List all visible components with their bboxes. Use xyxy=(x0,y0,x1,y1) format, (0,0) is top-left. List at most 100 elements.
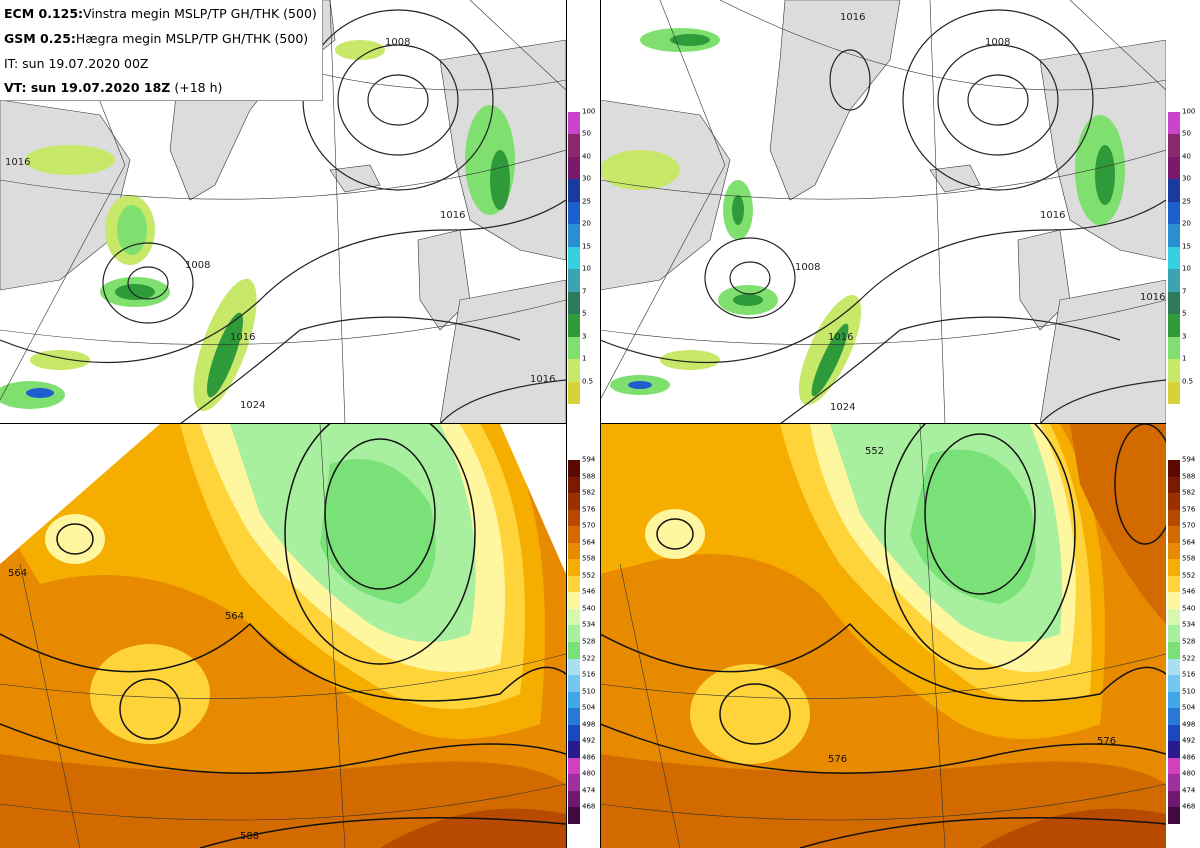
isobar-label: 1016 xyxy=(1140,292,1165,303)
colorbar-swatch xyxy=(568,741,580,759)
panel-divider xyxy=(0,423,566,424)
panel-divider xyxy=(600,0,601,848)
colorbar-label: 30 xyxy=(1182,174,1191,183)
colorbar-label: 570 xyxy=(1182,521,1196,530)
valid-time: VT: sun 19.07.2020 18Z xyxy=(4,80,171,95)
colorbar-swatch xyxy=(1168,509,1180,527)
colorbar-swatch xyxy=(1168,542,1180,560)
isobar-label: 1008 xyxy=(985,37,1010,48)
colorbar-swatch xyxy=(568,224,580,248)
colorbar-label: 534 xyxy=(1182,620,1196,629)
colorbar-swatch xyxy=(568,675,580,693)
colorbar-label: 504 xyxy=(582,703,596,712)
isobar-label: 1024 xyxy=(830,402,855,413)
colorbar-label: 10 xyxy=(1182,264,1191,273)
colorbar-swatch xyxy=(568,592,580,610)
colorbar-label: 576 xyxy=(582,505,596,514)
isobar-label: 1016 xyxy=(440,210,465,221)
colorbar-label: 20 xyxy=(1182,219,1191,228)
colorbar-label: 3 xyxy=(1182,332,1187,341)
isobar-label: 1008 xyxy=(185,260,210,271)
panel-divider xyxy=(600,423,1166,424)
colorbar-swatch xyxy=(568,642,580,660)
colorbar-label: 570 xyxy=(582,521,596,530)
colorbar-swatch xyxy=(1168,575,1180,593)
precip-areas xyxy=(0,40,515,412)
isobars xyxy=(600,9,1166,424)
colorbar-swatch xyxy=(1168,112,1180,135)
colorbar-swatch xyxy=(568,691,580,709)
gh-field-scandinavia xyxy=(1070,424,1166,624)
colorbar-swatch xyxy=(1168,625,1180,643)
colorbar-swatch xyxy=(568,156,580,180)
colorbar-label: 10 xyxy=(582,264,591,273)
gh-field-576 xyxy=(0,754,566,848)
colorbar-swatch xyxy=(1168,314,1180,338)
colorbar-swatch xyxy=(568,291,580,315)
colorbar-swatch xyxy=(568,625,580,643)
panel-divider xyxy=(566,0,567,848)
colorbar-label: 498 xyxy=(1182,720,1196,729)
colorbar-label: 492 xyxy=(582,736,596,745)
colorbar-swatch xyxy=(1168,134,1180,158)
colorbar-label: 50 xyxy=(1182,129,1191,138)
init-time: IT: sun 19.07.2020 00Z xyxy=(4,56,149,71)
isobars xyxy=(0,9,566,424)
colorbar-label: 7 xyxy=(1182,287,1187,296)
britain-land xyxy=(1017,229,1071,331)
colorbar-swatch xyxy=(568,314,580,338)
gsm-model-desc: Hægra megin MSLP/TP GH/THK (500) xyxy=(75,31,309,46)
isobar-label: 1008 xyxy=(795,262,820,273)
colorbar-swatch xyxy=(568,246,580,270)
colorbar-swatch xyxy=(1168,658,1180,676)
graticule xyxy=(0,424,566,848)
colorbar-swatch xyxy=(568,757,580,775)
colorbar-label: 40 xyxy=(582,152,591,161)
colorbar-label: 3 xyxy=(582,332,587,341)
gh-colorbar: 594 588 582 576 570 564 558 552 546 540 534 528 522 5… xyxy=(568,456,602,825)
gsm-gh-map: 552 576 576 xyxy=(600,424,1166,848)
colorbar-swatch xyxy=(568,790,580,808)
colorbar-swatch xyxy=(1168,675,1180,693)
colorbar-label: 582 xyxy=(582,488,596,497)
outside-domain xyxy=(0,424,160,564)
colorbar-swatch xyxy=(1168,336,1180,360)
colorbar-swatch xyxy=(568,179,580,203)
colorbar-swatch xyxy=(1168,179,1180,203)
ecm-model-desc: Vinstra megin MSLP/TP GH/THK (500) xyxy=(83,6,317,21)
colorbar-label: 588 xyxy=(582,472,596,481)
model-line-ecm: ECM 0.125:Vinstra megin MSLP/TP GH/THK (… xyxy=(4,6,317,21)
colorbar-swatch xyxy=(568,460,580,478)
contour-label: 576 xyxy=(1097,736,1116,747)
colorbar-label: 486 xyxy=(1182,753,1196,762)
colorbar-swatch xyxy=(1168,774,1180,792)
colorbar-label: 25 xyxy=(1182,197,1191,206)
colorbar-label: 25 xyxy=(582,197,591,206)
colorbar-swatch xyxy=(568,658,580,676)
colorbar-label: 546 xyxy=(1182,587,1196,596)
gh-ridge xyxy=(690,664,810,764)
colorbar-label: 564 xyxy=(582,538,596,547)
colorbar-label: 504 xyxy=(1182,703,1196,712)
precip-colorbar: 100 50 40 30 25 20 15 10 7 5 3 1 0.5 xyxy=(1168,108,1200,405)
gh-contour-labels: 564 564 588 xyxy=(8,568,259,842)
colorbar-label: 552 xyxy=(582,571,596,580)
colorbar-swatch xyxy=(1168,476,1180,494)
forecast-info-box: ECM 0.125:Vinstra megin MSLP/TP GH/THK (… xyxy=(0,0,323,101)
colorbar-label: 558 xyxy=(1182,554,1196,563)
gh-contour-labels: 552 576 576 xyxy=(828,446,1116,765)
colorbar-swatch xyxy=(1168,559,1180,577)
colorbar-swatch xyxy=(568,509,580,527)
colorbar-label: 100 xyxy=(582,107,596,116)
europe-land xyxy=(1039,279,1166,424)
colorbar-label: 516 xyxy=(582,670,596,679)
colorbar-label: 540 xyxy=(582,604,596,613)
colorbar-swatch xyxy=(1168,493,1180,511)
gh-colorbar: 594 588 582 576 570 564 558 552 546 540 534 528 522 5… xyxy=(1168,456,1200,825)
colorbar-label: 1 xyxy=(582,354,587,363)
europe-land xyxy=(439,279,566,424)
colorbar-label: 558 xyxy=(582,554,596,563)
colorbar-swatch xyxy=(568,112,580,135)
colorbar-label: 5 xyxy=(1182,309,1187,318)
colorbar-swatch xyxy=(1168,592,1180,610)
